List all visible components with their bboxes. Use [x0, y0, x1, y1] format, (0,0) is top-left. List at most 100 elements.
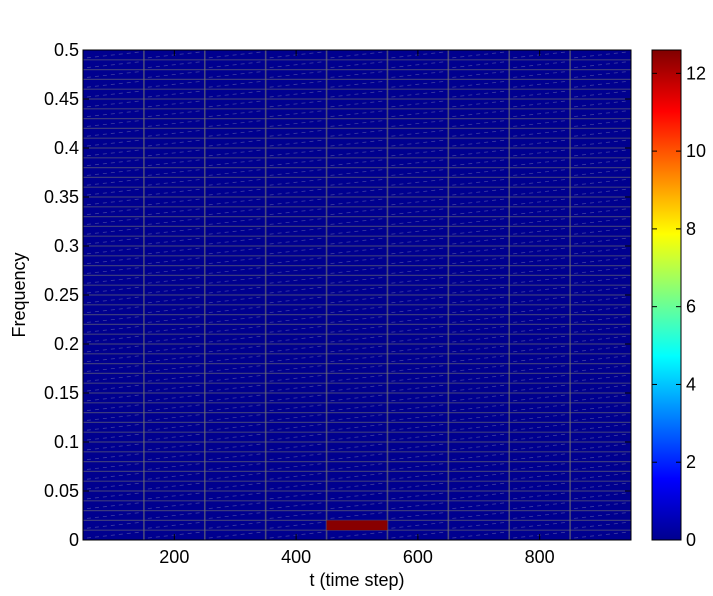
cell-hatch	[452, 394, 506, 402]
cell-hatch	[147, 473, 201, 480]
cell-hatch	[574, 443, 628, 451]
cell-hatch	[330, 335, 384, 343]
cell-hatch	[208, 296, 262, 304]
cell-hatch	[574, 404, 628, 411]
cell-hatch	[208, 414, 262, 421]
cell-hatch	[452, 296, 506, 304]
cell-hatch	[330, 139, 384, 147]
cell-hatch	[391, 433, 445, 441]
cell-hatch	[269, 179, 323, 186]
colorbar-tick-label: 10	[686, 141, 706, 161]
cell-hatch	[86, 414, 140, 421]
cell-hatch	[208, 453, 262, 460]
y-tick-label: 0.2	[54, 334, 79, 354]
cell-hatch	[513, 159, 567, 166]
cell-hatch	[452, 365, 506, 372]
cell-hatch	[391, 100, 445, 108]
cell-hatch	[330, 149, 384, 157]
cell-hatch	[208, 61, 262, 68]
cell-hatch	[513, 404, 567, 411]
cell-hatch	[147, 286, 201, 294]
cell-hatch	[208, 531, 262, 539]
cell-hatch	[86, 463, 140, 470]
cell-hatch	[574, 247, 628, 255]
cell-hatch	[391, 453, 445, 460]
cell-hatch	[147, 335, 201, 343]
cell-hatch	[452, 247, 506, 255]
cell-hatch	[330, 130, 384, 137]
cell-hatch	[330, 286, 384, 294]
cell-hatch	[574, 198, 628, 206]
cell-hatch	[147, 198, 201, 206]
cell-hatch	[208, 247, 262, 255]
cell-hatch	[513, 394, 567, 402]
cell-hatch	[208, 188, 262, 196]
cell-hatch	[86, 345, 140, 353]
cell-hatch	[208, 433, 262, 441]
cell-hatch	[330, 296, 384, 304]
cell-hatch	[452, 149, 506, 157]
cell-hatch	[269, 71, 323, 78]
cell-hatch	[147, 365, 201, 372]
cell-hatch	[86, 365, 140, 372]
cell-hatch	[147, 61, 201, 68]
y-tick-label: 0.1	[54, 432, 79, 452]
cell-hatch	[391, 394, 445, 402]
y-tick-label: 0.05	[44, 481, 79, 501]
cell-hatch	[391, 473, 445, 480]
cell-hatch	[330, 433, 384, 441]
cell-hatch	[574, 179, 628, 186]
colorbar-tick-label: 12	[686, 63, 706, 83]
cell-hatch	[208, 120, 262, 127]
cell-hatch	[574, 228, 628, 235]
cell-hatch	[86, 473, 140, 480]
cell-hatch	[86, 130, 140, 137]
cell-hatch	[208, 522, 262, 529]
cell-hatch	[574, 81, 628, 88]
cell-hatch	[574, 306, 628, 313]
cell-hatch	[86, 257, 140, 264]
cell-hatch	[513, 443, 567, 451]
cell-hatch	[330, 208, 384, 215]
cell-hatch	[391, 384, 445, 392]
cell-hatch	[574, 492, 628, 500]
cell-hatch	[86, 433, 140, 441]
cell-hatch	[391, 149, 445, 157]
cell-hatch	[391, 71, 445, 78]
cell-hatch	[452, 531, 506, 539]
cell-hatch	[147, 159, 201, 166]
cell-hatch	[86, 492, 140, 500]
cell-hatch	[513, 90, 567, 98]
cell-hatch	[574, 375, 628, 382]
cell-hatch	[147, 433, 201, 441]
cell-hatch	[452, 355, 506, 362]
cell-hatch	[86, 179, 140, 186]
cell-hatch	[574, 159, 628, 166]
x-tick-label: 600	[403, 547, 433, 567]
cell-hatch	[391, 286, 445, 294]
cell-hatch	[574, 453, 628, 460]
cell-hatch	[86, 531, 140, 539]
cell-hatch	[574, 473, 628, 480]
cell-hatch	[86, 277, 140, 284]
cell-hatch	[452, 482, 506, 490]
cell-hatch	[452, 90, 506, 98]
cell-hatch	[391, 414, 445, 421]
colorbar-ticks: 0 2 4 6 8 10 12	[652, 63, 706, 550]
cell-hatch	[391, 159, 445, 166]
cell-hatch	[208, 198, 262, 206]
cell-hatch	[269, 296, 323, 304]
cell-hatch	[330, 384, 384, 392]
cell-hatch	[269, 345, 323, 353]
cell-hatch	[330, 247, 384, 255]
heatmap-hotspot-cell	[326, 520, 388, 531]
cell-hatch	[391, 345, 445, 353]
cell-hatch	[574, 130, 628, 137]
cell-hatch	[147, 424, 201, 431]
cell-hatch	[269, 443, 323, 451]
cell-hatch	[269, 267, 323, 274]
cell-hatch	[86, 443, 140, 451]
cell-hatch	[208, 267, 262, 274]
cell-hatch	[147, 443, 201, 451]
